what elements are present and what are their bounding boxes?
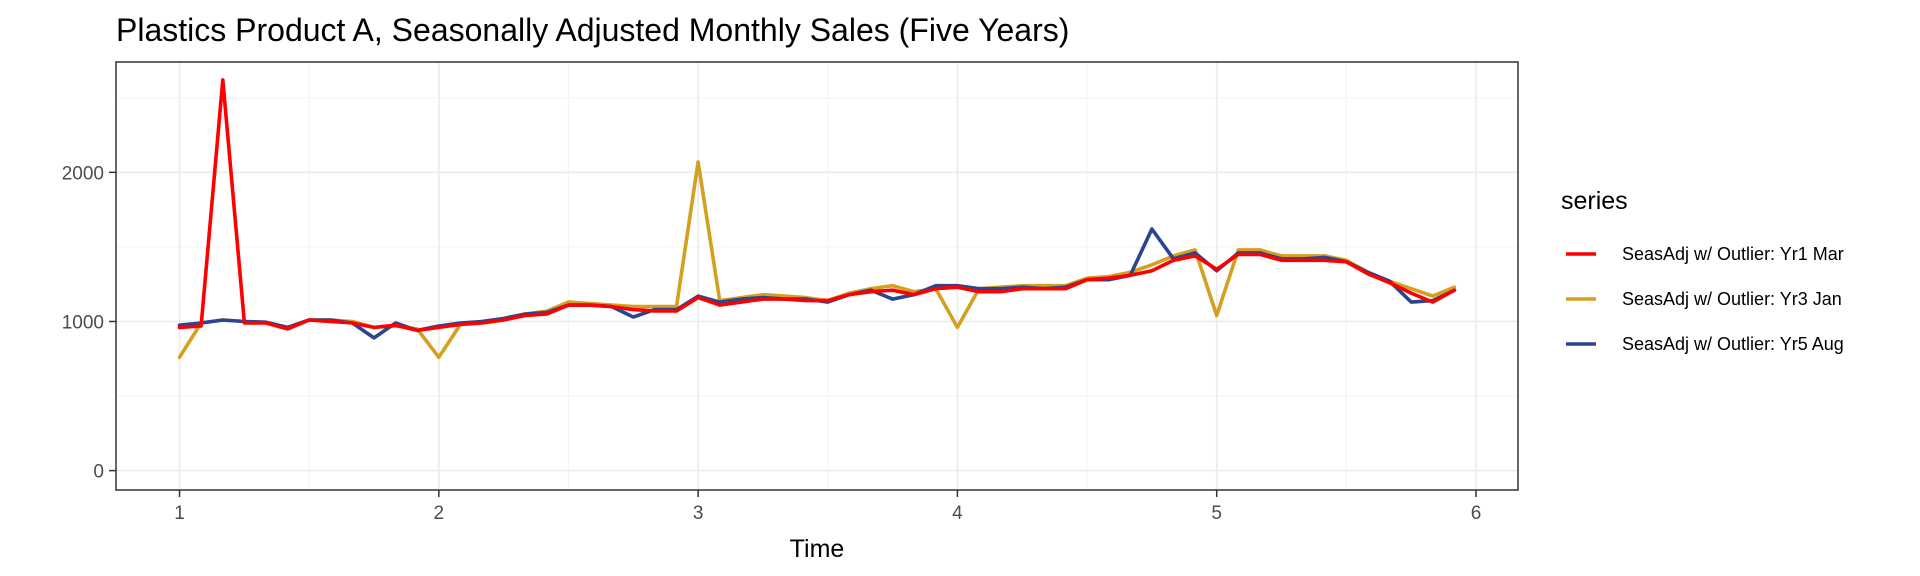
series-line-yr1-mar [177,78,1457,333]
x-tick-label: 1 [174,503,185,524]
minor-gridlines [116,62,1518,490]
y-tick-label: 2000 [62,163,104,184]
chart-title: Plastics Product A, Seasonally Adjusted … [116,12,1069,48]
x-axis-title: Time [790,535,845,563]
x-axis: 1 2 3 4 5 6 [174,490,1481,524]
major-gridlines [116,62,1518,490]
x-tick-label: 3 [693,503,704,524]
legend-label: SeasAdj w/ Outlier: Yr1 Mar [1622,244,1844,264]
series-lines [177,78,1457,360]
legend-label: SeasAdj w/ Outlier: Yr5 Aug [1622,334,1844,354]
legend: series SeasAdj w/ Outlier: Yr1 Mar SeasAd… [1561,187,1844,354]
y-tick-label: 1000 [62,312,104,333]
x-tick-label: 2 [434,503,445,524]
legend-title: series [1561,187,1628,215]
x-tick-label: 6 [1471,503,1482,524]
x-tick-label: 4 [952,503,963,524]
y-axis: 0 1000 2000 [62,163,116,483]
x-tick-label: 5 [1211,503,1222,524]
legend-label: SeasAdj w/ Outlier: Yr3 Jan [1622,289,1842,309]
plot-panel-border [115,61,1519,491]
y-tick-label: 0 [93,462,104,483]
